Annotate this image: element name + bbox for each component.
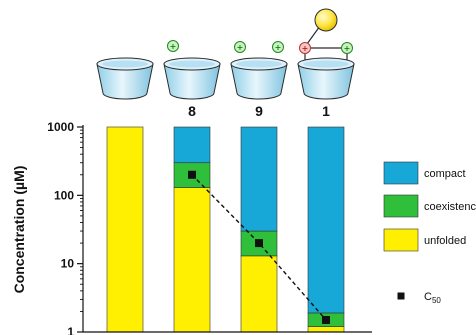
legend-label-compact: compact: [424, 168, 466, 180]
svg-text:+: +: [237, 43, 244, 52]
bar-unfolded-1: [173, 187, 211, 333]
bar-compact-1: [173, 126, 211, 164]
legend-label-c50: C50: [424, 291, 441, 305]
y-tick-label-2: 100: [54, 188, 74, 202]
legend-swatch-unfolded: [383, 228, 419, 252]
cyclodextrin-cup-0: [96, 57, 154, 100]
cyclodextrin-cup-2: [230, 57, 288, 100]
y-axis-label: Concentration (µM): [11, 166, 27, 294]
legend-label-coexistence: coexistence: [424, 201, 476, 213]
y-tick-label-3: 1000: [47, 120, 74, 134]
molecule-label-3: 1: [322, 103, 330, 119]
negative-charge-3: +: [299, 42, 311, 54]
molecule-label-2: 9: [255, 103, 263, 119]
bar-compact-2: [240, 126, 278, 232]
svg-text:+: +: [170, 42, 177, 51]
svg-text:+: +: [344, 44, 351, 53]
positive-charge-3: +: [341, 42, 353, 54]
molecule-label-1: 8: [188, 103, 196, 119]
bars: [106, 126, 345, 333]
legend-swatch-coexistence: [383, 194, 419, 218]
bar-compact-3: [307, 126, 345, 314]
legend-c50-marker: [397, 292, 405, 300]
positive-charge-1: +: [167, 40, 179, 52]
legend: compact coexistence unfolded C50: [383, 161, 476, 305]
positive-charge-2-a: +: [234, 41, 246, 53]
c50-trend-line: [191, 174, 327, 321]
svg-text:+: +: [275, 43, 282, 52]
c50-marker-1: [255, 239, 263, 248]
bar-unfolded-0: [106, 126, 144, 333]
y-tick-label-0: 1: [67, 325, 74, 335]
svg-text:+: +: [302, 44, 309, 53]
molecule-illustrations: + + + + +: [96, 8, 355, 100]
c50-marker-2: [322, 315, 330, 324]
legend-swatch-compact: [383, 161, 419, 185]
bar-unfolded-2: [240, 255, 278, 333]
y-tick-label-1: 10: [61, 257, 75, 271]
cyclodextrin-cup-3: [297, 57, 355, 100]
bar-unfolded-3: [307, 326, 345, 333]
legend-label-unfolded: unfolded: [424, 235, 466, 247]
yellow-sphere: [314, 8, 338, 32]
cyclodextrin-cup-1: [163, 57, 221, 100]
tether-line: [306, 25, 321, 45]
c50-marker-0: [188, 170, 196, 179]
positive-charge-2-b: +: [272, 41, 284, 53]
